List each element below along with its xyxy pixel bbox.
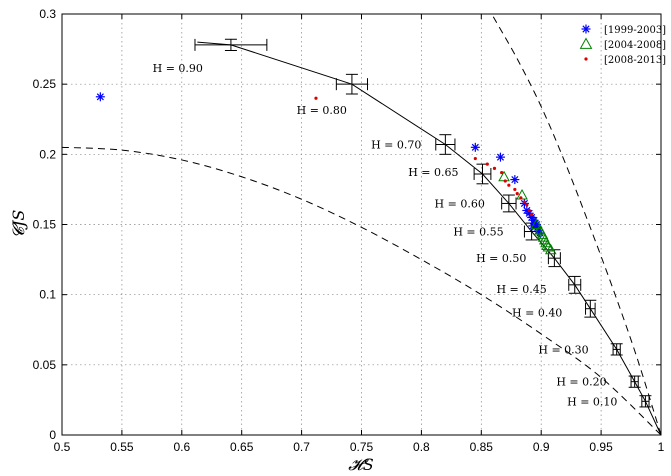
asterisk-stroke-d2 [582, 25, 590, 33]
reference-curve: H = 0.90 H = 0.80 H = 0.70 H = 0.65 H = 0.60… [153, 38, 662, 436]
data-point [527, 208, 531, 213]
data-points [95, 92, 557, 255]
x-tick-label: 0.8 [413, 440, 430, 454]
x-tick-label: 0.9 [533, 440, 550, 454]
legend-label: [1999-2003] [604, 25, 666, 36]
hurst-label: H = 0.70 [371, 139, 421, 152]
hurst-label: H = 0.50 [476, 252, 526, 265]
error-bar [473, 163, 492, 185]
asterisk-stroke-d2 [471, 143, 479, 151]
asterisk-stroke-d2 [530, 216, 538, 224]
legend-marker [581, 24, 591, 34]
x-tick-label: 0.7 [293, 440, 310, 454]
y-tick-label: 0.05 [33, 358, 57, 372]
hurst-label: H = 0.10 [567, 395, 617, 408]
data-point [500, 170, 504, 175]
x-tick-label: 0.55 [110, 440, 134, 454]
hurst-label: H = 0.80 [297, 104, 347, 117]
error-bar [610, 343, 623, 356]
hurst-label: H = 0.40 [512, 307, 562, 320]
y-tick-label: 0.15 [33, 218, 57, 232]
data-point [470, 142, 480, 152]
error-bar [335, 73, 368, 95]
y-tick-label: 0.3 [39, 7, 56, 21]
y-tick-label: 0.1 [39, 288, 56, 302]
legend-label: [2008-2013] [604, 55, 666, 66]
legend-label: [2004-2008] [604, 40, 666, 51]
data-point [519, 196, 523, 200]
lower-bound-curve [62, 146, 661, 435]
hurst-label: H = 0.30 [538, 343, 588, 356]
data-point [314, 96, 318, 100]
error-bar [501, 194, 517, 213]
data-point [507, 183, 511, 187]
y-tick-label: 0.25 [33, 77, 57, 91]
data-point [485, 162, 489, 166]
axis-ticks: 0.5 0.55 0.6 0.65 0.7 0.75 0.8 0.85 0.9 0.95 1 0 0.0… [33, 7, 665, 454]
hurst-label: H = 0.45 [496, 283, 546, 296]
hurst-label: H = 0.60 [435, 197, 485, 210]
asterisk-stroke-d2 [525, 209, 533, 217]
legend-marker [584, 57, 588, 61]
bound-curves [62, 16, 661, 435]
data-point [513, 187, 517, 192]
x-axis-label: 𝓗S [348, 455, 373, 474]
x-tick-label: 0.75 [350, 440, 374, 454]
x-tick-label: 0.65 [230, 440, 254, 454]
y-axis-label: 𝓒JS [9, 210, 28, 239]
asterisk-stroke-d2 [496, 153, 505, 161]
data-point [522, 200, 527, 204]
data-point [492, 166, 497, 170]
y-tick-label: 0.2 [39, 147, 56, 161]
data-point [510, 175, 520, 185]
hurst-label: H = 0.20 [556, 376, 606, 389]
x-tick-label: 0.5 [54, 440, 71, 454]
data-point [495, 152, 505, 162]
upper-bound-curve [492, 16, 661, 435]
hurst-label: H = 0.65 [408, 166, 458, 179]
asterisk-stroke-d2 [511, 176, 519, 184]
x-tick-label: 1 [658, 440, 665, 454]
data-point [530, 218, 543, 229]
y-tick-label: 0 [49, 428, 56, 442]
x-tick-label: 0.6 [173, 440, 190, 454]
hurst-label: H = 0.90 [153, 62, 203, 75]
legend-marker [579, 37, 593, 49]
data-point [515, 192, 519, 196]
error-bar [435, 134, 456, 155]
data-point [503, 179, 507, 183]
data-point [544, 243, 557, 255]
grid-lines [62, 14, 661, 435]
x-tick-label: 0.85 [470, 440, 494, 454]
hurst-label: H = 0.55 [453, 226, 503, 239]
x-tick-label: 0.95 [589, 440, 613, 454]
data-point [542, 240, 555, 252]
data-point [525, 203, 529, 207]
error-bar [568, 275, 582, 294]
legend: [1999-2003] [2004-2008] [2008-2013] [579, 24, 666, 66]
error-bar [639, 395, 652, 408]
error-bar [628, 375, 641, 388]
asterisk-stroke-d2 [96, 93, 104, 101]
data-point [473, 156, 477, 161]
data-point [95, 92, 105, 102]
data-point [530, 213, 534, 217]
error-bar [194, 38, 268, 51]
error-bar [584, 299, 597, 318]
data-point [516, 189, 528, 200]
